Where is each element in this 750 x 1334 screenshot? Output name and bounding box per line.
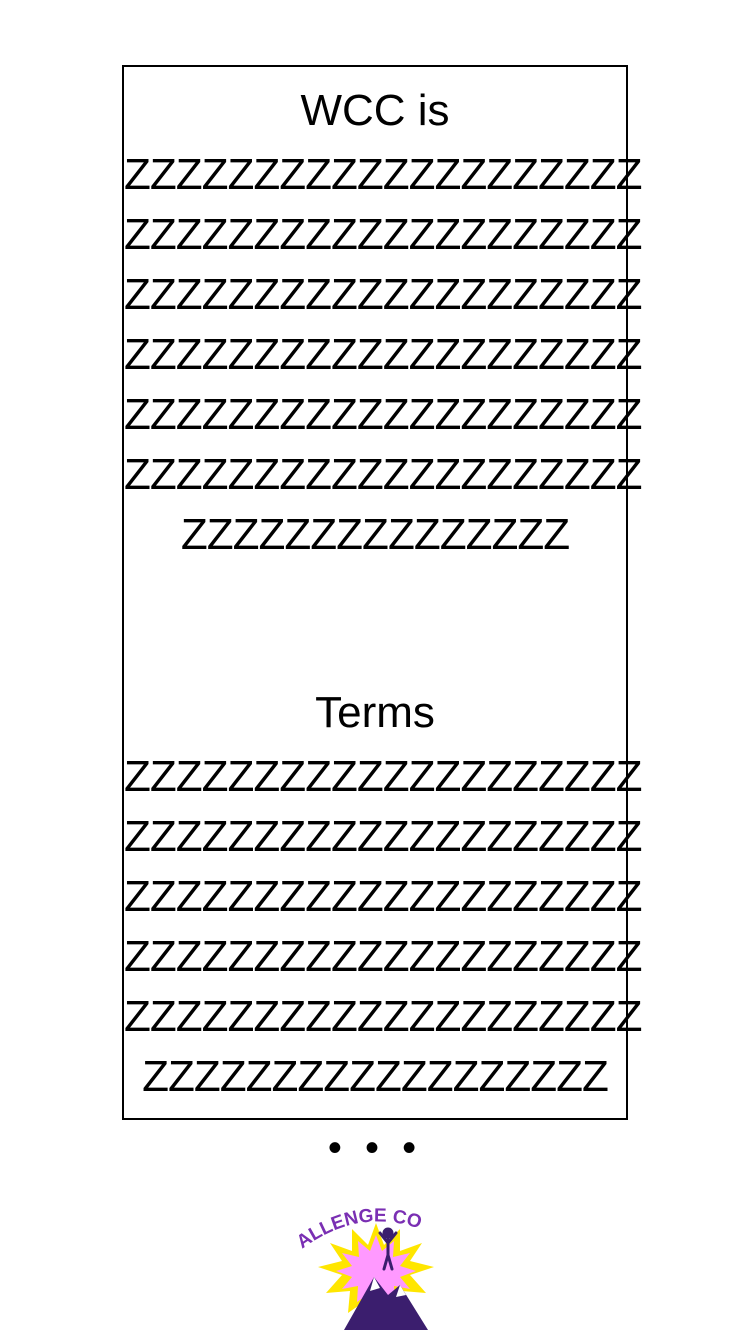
text-line: ZZZZZZZZZZZZZZZZZZZZ: [124, 210, 643, 259]
text-line: ZZZZZZZZZZZZZZZZZZZZ: [124, 330, 643, 379]
content-panel: WCC is ZZZZZZZZZZZZZZZZZZZZ ZZZZZZZZZZZZ…: [122, 65, 643, 1120]
text-line: ZZZZZZZZZZZZZZZZZZZZ: [124, 450, 643, 499]
mountain-shape: [344, 1277, 428, 1330]
snow-cap: [396, 1285, 406, 1297]
text-line: ZZZZZZZZZZZZZZZZZZZZ: [124, 932, 643, 981]
text-line: ZZZZZZZZZZZZZZZZZZZZ: [124, 812, 643, 861]
snow-cap: [370, 1277, 380, 1291]
section-wcc: WCC is ZZZZZZZZZZZZZZZZZZZZ ZZZZZZZZZZZZ…: [124, 85, 643, 565]
section-terms: Terms ZZZZZZZZZZZZZZZZZZZZ ZZZZZZZZZZZZZ…: [124, 687, 643, 1107]
text-line: ZZZZZZZZZZZZZZZZZZZZ: [124, 270, 643, 319]
text-line: ZZZZZZZZZZZZZZZZZZZZ: [124, 752, 643, 801]
section-heading: WCC is: [300, 86, 450, 135]
person-figure: [378, 1227, 398, 1271]
more-ellipsis: • • •: [327, 1126, 423, 1170]
text-line: ZZZZZZZZZZZZZZZZZZZZ: [124, 150, 643, 199]
text-line: ZZZZZZZZZZZZZZZZZZZZ: [124, 872, 643, 921]
section-lines: ZZZZZZZZZZZZZZZZZZZZ ZZZZZZZZZZZZZZZZZZZ…: [124, 145, 643, 565]
section-heading: Terms: [315, 688, 435, 737]
text-line: ZZZZZZZZZZZZZZZZZZZZ: [124, 390, 643, 439]
text-line: ZZZZZZZZZZZZZZZZZZZZ: [124, 992, 643, 1041]
text-line: ZZZZZZZZZZZZZZZZZZ: [142, 1052, 609, 1101]
challenge-co-logo: ALLENGE CO: [296, 1205, 434, 1330]
starburst-inner: [336, 1235, 416, 1309]
text-line: ZZZZZZZZZZZZZZZ: [180, 510, 570, 559]
section-lines: ZZZZZZZZZZZZZZZZZZZZ ZZZZZZZZZZZZZZZZZZZ…: [124, 747, 643, 1107]
